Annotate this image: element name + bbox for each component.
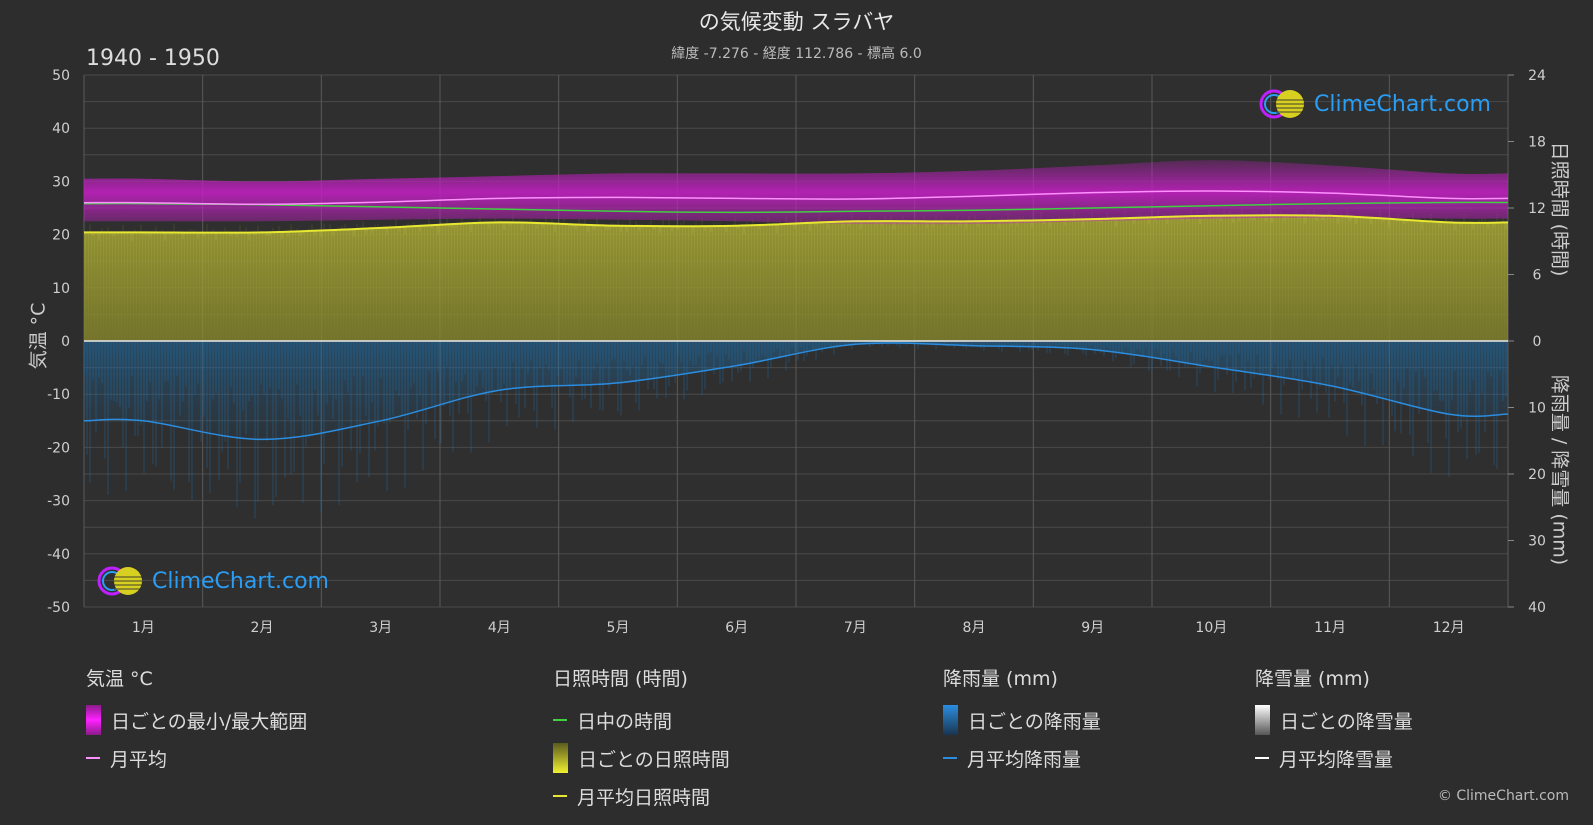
legend-swatch-snow <box>1255 705 1270 735</box>
legend-label: 日ごとの日照時間 <box>578 748 730 771</box>
left-tick-label: -20 <box>47 440 70 456</box>
month-tick-label: 10月 <box>1195 620 1227 636</box>
legend-swatch-rain <box>943 705 958 735</box>
month-tick-label: 1月 <box>132 620 155 636</box>
month-tick-label: 8月 <box>963 620 986 636</box>
month-tick-label: 2月 <box>251 620 274 636</box>
legend-swatch-temp-range <box>86 705 101 735</box>
legend-label: 日中の時間 <box>577 710 673 733</box>
legend-swatch-daylight <box>553 719 567 721</box>
legend-item: 日ごとの降雪量 <box>1255 701 1413 739</box>
period-label: 1940 - 1950 <box>86 46 220 71</box>
legend-swatch-snow-mean <box>1255 757 1269 759</box>
right-tick-label: 6 <box>1533 268 1542 284</box>
month-tick-label: 6月 <box>725 620 748 636</box>
right-tick-label: 18 <box>1528 135 1546 151</box>
left-tick-label: -40 <box>47 547 70 563</box>
right-tick-label: 10 <box>1528 401 1546 417</box>
legend-item: 月平均日照時間 <box>553 777 730 815</box>
right-tick-label: 12 <box>1528 201 1546 217</box>
legend-item: 日ごとの最小/最大範囲 <box>86 701 307 739</box>
legend-label: 月平均 <box>110 748 168 771</box>
left-tick-label: -10 <box>47 387 70 403</box>
legend-label: 月平均降雪量 <box>1279 748 1394 771</box>
legend-label: 日ごとの最小/最大範囲 <box>111 710 308 733</box>
legend-temp: 気温 °C 日ごとの最小/最大範囲 月平均 <box>86 664 307 777</box>
logo-text: ClimeChart.com <box>1314 91 1491 117</box>
chart-title: の気候変動 スラバヤ <box>698 10 895 34</box>
legend-snow-title: 降雪量 (mm) <box>1255 668 1370 690</box>
rain-area <box>84 341 1508 440</box>
right-tick-label: 20 <box>1528 467 1546 483</box>
right-tick-label: 40 <box>1528 600 1546 616</box>
legend-label: 日ごとの降雨量 <box>968 710 1101 733</box>
right-tick-label: 30 <box>1528 534 1546 550</box>
month-tick-label: 3月 <box>369 620 392 636</box>
logo-bottom: ClimeChart.com <box>96 565 329 597</box>
legend-label: 日ごとの降雪量 <box>1280 710 1413 733</box>
legend-rain: 降雨量 (mm) 日ごとの降雨量 月平均降雨量 <box>943 664 1101 777</box>
legend-label: 月平均日照時間 <box>577 786 711 809</box>
legend-item: 日ごとの日照時間 <box>553 739 730 777</box>
chart-lines <box>83 190 1509 441</box>
chart-ticks: 50 40 30 20 10 0 -10 -20 -30 -40 -50 24 18 12 6 0 10 20 30… <box>47 68 1546 636</box>
left-tick-label: -50 <box>47 600 70 616</box>
month-tick-label: 12月 <box>1433 620 1465 636</box>
left-tick-label: 20 <box>52 228 70 244</box>
right-axis-top-label: 日照時間 (時間) <box>1548 141 1571 277</box>
left-tick-label: -30 <box>47 494 70 510</box>
temp-mean-line <box>83 190 1509 206</box>
logo-icon <box>1259 89 1304 119</box>
legend-sun-title: 日照時間 (時間) <box>553 668 688 690</box>
left-axis-label: 気温 °C <box>27 302 50 370</box>
left-tick-label: 50 <box>52 68 70 84</box>
month-tick-label: 9月 <box>1081 620 1104 636</box>
chart-areas <box>83 160 1508 519</box>
copyright: © ClimeChart.com <box>1437 788 1569 804</box>
legend-swatch-sunshine <box>553 743 568 773</box>
right-axis-bottom-label: 降雨量 / 降雪量 (mm) <box>1548 374 1571 566</box>
legend-item: 月平均降雨量 <box>943 739 1101 777</box>
month-tick-label: 4月 <box>488 620 511 636</box>
logo-text: ClimeChart.com <box>152 568 329 594</box>
logo-top: ClimeChart.com <box>1258 88 1491 120</box>
rain-mean-line <box>83 342 1509 441</box>
legend-snow: 降雪量 (mm) 日ごとの降雪量 月平均降雪量 <box>1255 664 1413 777</box>
legend-item: 月平均降雪量 <box>1255 739 1413 777</box>
right-tick-label: 0 <box>1533 334 1542 350</box>
legend-item: 月平均 <box>86 739 307 777</box>
sunshine-mean-line <box>84 214 1509 234</box>
sunshine-area <box>84 215 1508 341</box>
month-tick-label: 11月 <box>1314 620 1346 636</box>
climate-chart: 50 40 30 20 10 0 -10 -20 -30 -40 -50 24 18 12 6 0 10 20 30… <box>47 68 1546 636</box>
left-tick-label: 30 <box>52 174 70 190</box>
legend-swatch-sunshine-mean <box>553 795 567 797</box>
left-tick-label: 10 <box>52 281 70 297</box>
legend-label: 月平均降雨量 <box>967 748 1082 771</box>
daylight-line <box>83 201 1509 214</box>
legend-swatch-temp-mean <box>86 757 100 759</box>
legend-rain-title: 降雨量 (mm) <box>943 668 1058 690</box>
month-tick-label: 5月 <box>607 620 630 636</box>
legend-sun: 日照時間 (時間) 日中の時間 日ごとの日照時間 月平均日照時間 <box>553 664 730 815</box>
legend-item: 日中の時間 <box>553 701 730 739</box>
right-tick-label: 24 <box>1528 68 1546 84</box>
left-tick-label: 0 <box>61 334 70 350</box>
legend-temp-title: 気温 °C <box>86 668 153 690</box>
left-tick-label: 40 <box>52 121 70 137</box>
month-tick-label: 7月 <box>844 620 867 636</box>
chart-subtitle: 緯度 -7.276 - 経度 112.786 - 標高 6.0 <box>671 46 922 62</box>
logo-icon <box>97 566 142 596</box>
legend-item: 日ごとの降雨量 <box>943 701 1101 739</box>
legend-swatch-rain-mean <box>943 757 957 759</box>
